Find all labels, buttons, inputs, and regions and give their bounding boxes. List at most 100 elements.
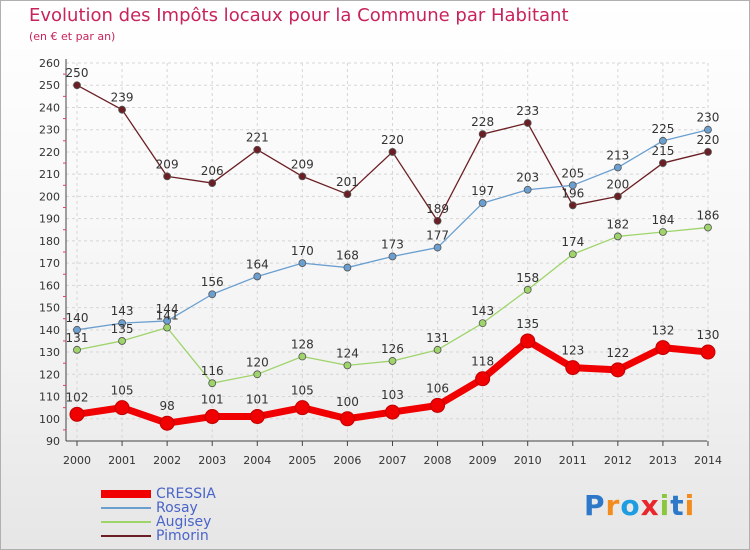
data-label-augisey: 126 [381, 342, 404, 356]
y-tick-label: 100 [39, 413, 60, 426]
data-point-cressia [520, 333, 536, 349]
data-point-cressia [114, 400, 130, 416]
legend-label: Rosay [156, 500, 198, 516]
data-label-rosay: 140 [66, 311, 89, 325]
data-point-rosay [568, 181, 577, 190]
logo-letter: x [640, 489, 660, 522]
x-tick-label: 2004 [243, 454, 271, 467]
data-point-augisey [613, 232, 622, 241]
legend-label: CRESSIA [156, 486, 216, 502]
data-label-rosay: 213 [606, 149, 629, 163]
data-point-rosay [704, 125, 712, 134]
legend-swatch [101, 535, 151, 537]
data-label-rosay: 143 [111, 304, 134, 318]
data-label-pimorin: 221 [246, 131, 269, 145]
y-tick-label: 180 [39, 235, 60, 248]
logo-letter: t [670, 489, 685, 522]
data-point-augisey [298, 352, 307, 361]
proxiti-logo: Proxiti [584, 489, 695, 522]
data-point-cressia [339, 411, 355, 427]
x-tick-label: 2002 [153, 454, 181, 467]
data-label-augisey: 141 [156, 309, 179, 323]
legend-swatch [101, 507, 151, 509]
data-label-augisey: 120 [246, 355, 269, 369]
data-point-augisey [568, 250, 577, 259]
y-tick-label: 120 [39, 368, 60, 381]
logo-letter: P [584, 489, 606, 522]
data-point-cressia [204, 409, 220, 425]
logo-letter: r [605, 489, 621, 522]
data-label-augisey: 174 [561, 235, 584, 249]
data-label-cressia: 122 [606, 346, 629, 360]
y-tick-label: 160 [39, 279, 60, 292]
logo-letter: i [659, 489, 671, 522]
data-label-pimorin: 220 [697, 133, 720, 147]
x-tick-label: 2010 [514, 454, 542, 467]
data-label-cressia: 130 [697, 328, 720, 342]
x-tick-label: 2014 [694, 454, 722, 467]
x-tick-label: 2009 [469, 454, 497, 467]
data-point-cressia [69, 406, 85, 422]
data-label-rosay: 230 [697, 111, 720, 125]
data-label-rosay: 156 [201, 275, 224, 289]
y-tick-label: 210 [39, 168, 60, 181]
data-label-cressia: 123 [561, 344, 584, 358]
x-tick-label: 2012 [604, 454, 632, 467]
legend-item-cressia: CRESSIA [101, 486, 301, 502]
data-point-pimorin [208, 179, 217, 187]
data-point-rosay [659, 136, 667, 145]
data-point-pimorin [118, 105, 126, 114]
y-tick-label: 240 [39, 101, 60, 114]
data-point-augisey [73, 345, 81, 354]
data-point-cressia [565, 360, 581, 376]
data-point-rosay [73, 325, 81, 334]
data-label-augisey: 184 [651, 213, 674, 227]
data-point-cressia [249, 409, 265, 425]
data-label-cressia: 105 [111, 384, 134, 398]
data-label-pimorin: 233 [516, 104, 539, 118]
y-tick-label: 230 [39, 124, 60, 137]
data-label-pimorin: 250 [66, 66, 89, 80]
data-point-pimorin [704, 148, 712, 156]
data-point-augisey [343, 361, 352, 370]
data-point-augisey [163, 323, 172, 332]
data-label-augisey: 143 [471, 304, 494, 318]
data-point-cressia [610, 362, 626, 378]
data-label-rosay: 168 [336, 249, 359, 263]
data-label-augisey: 128 [291, 338, 314, 352]
data-point-augisey [523, 285, 532, 294]
data-label-pimorin: 215 [651, 144, 674, 158]
data-point-rosay [253, 272, 262, 281]
y-tick-label: 190 [39, 213, 60, 226]
data-label-rosay: 164 [246, 257, 269, 271]
data-label-cressia: 105 [291, 384, 314, 398]
x-tick-label: 2003 [198, 454, 226, 467]
data-point-rosay [118, 319, 126, 328]
data-label-rosay: 197 [471, 184, 494, 198]
data-point-pimorin [478, 130, 487, 139]
y-tick-label: 250 [39, 79, 60, 92]
data-label-pimorin: 209 [291, 157, 314, 171]
data-label-augisey: 182 [606, 217, 629, 231]
data-label-rosay: 170 [291, 244, 314, 258]
data-point-cressia [475, 371, 491, 387]
data-point-augisey [478, 319, 487, 328]
data-label-cressia: 98 [159, 399, 174, 413]
data-label-pimorin: 220 [381, 133, 404, 147]
y-tick-label: 130 [39, 346, 60, 359]
data-point-augisey [433, 345, 442, 354]
data-label-rosay: 203 [516, 171, 539, 185]
data-label-cressia: 101 [246, 393, 269, 407]
data-label-cressia: 102 [66, 390, 89, 404]
data-point-cressia [294, 400, 310, 416]
data-point-pimorin [253, 145, 262, 154]
data-point-cressia [384, 404, 400, 420]
data-point-augisey [208, 379, 217, 388]
data-point-pimorin [433, 216, 442, 225]
data-label-rosay: 177 [426, 229, 449, 243]
data-label-pimorin: 228 [471, 115, 494, 129]
data-label-augisey: 131 [66, 331, 89, 345]
data-label-rosay: 144 [156, 302, 179, 316]
data-label-rosay: 205 [561, 166, 584, 180]
